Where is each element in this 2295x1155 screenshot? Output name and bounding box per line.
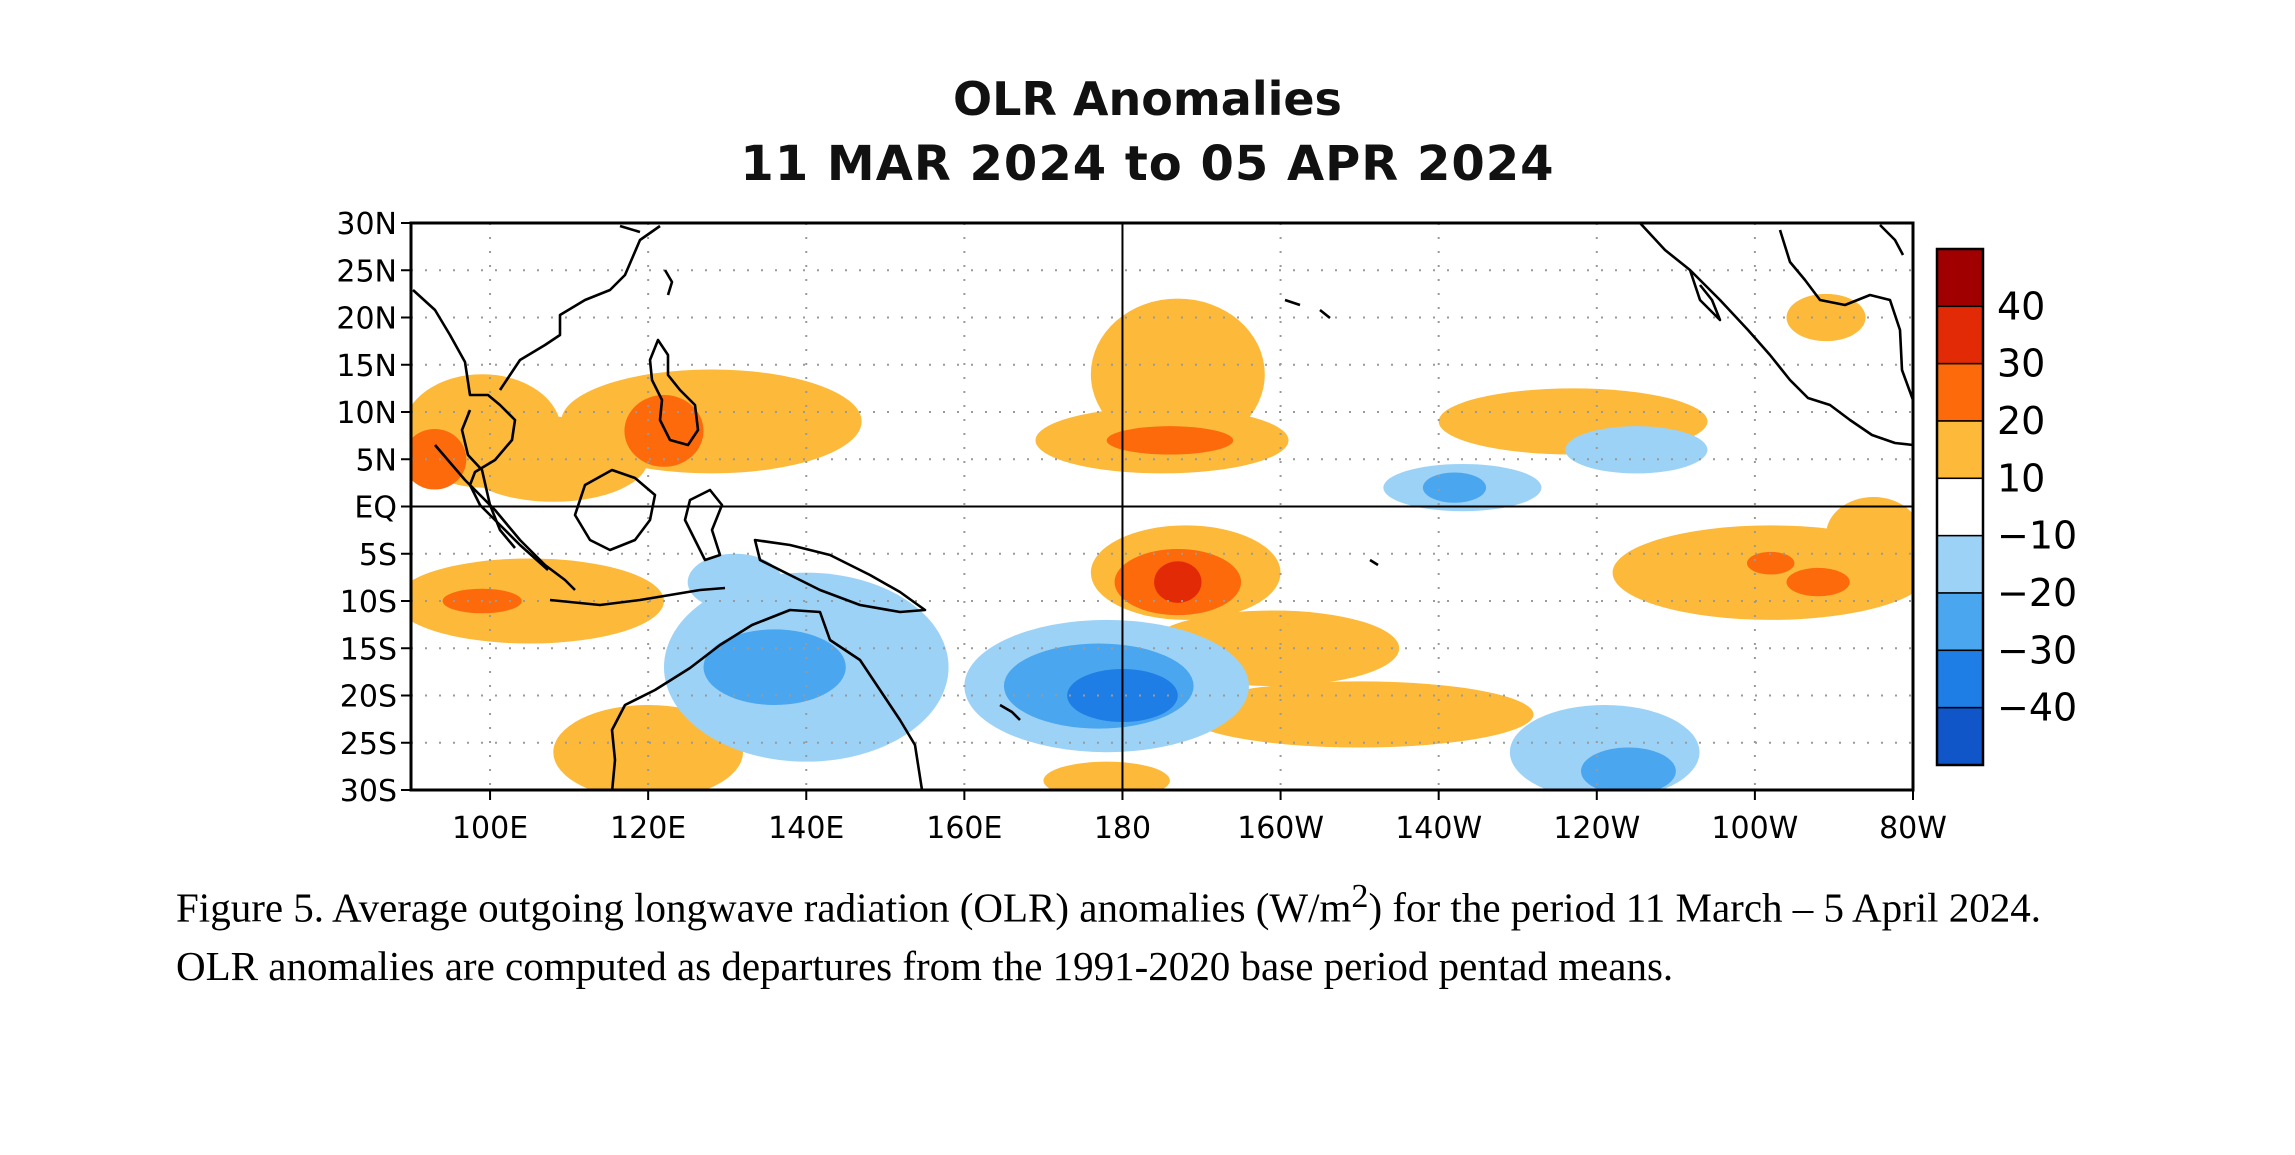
y-tick-label: EQ — [354, 491, 397, 526]
anomaly-fields — [411, 223, 1913, 790]
legend-tick-label: 20 — [1997, 399, 2045, 443]
x-tick-label: 140W — [1395, 811, 1482, 846]
negative-anomaly-20 — [1580, 747, 1676, 790]
coastline-philippines — [648, 338, 700, 447]
x-tick-label: 120W — [1553, 811, 1640, 846]
coastline-baja-california — [1688, 269, 1722, 322]
positive-anomaly-10 — [1826, 497, 1913, 573]
caption-text-part1: Figure 5. Average outgoing longwave radi… — [176, 884, 1352, 931]
legend-tick-label: 30 — [1997, 342, 2045, 386]
y-tick-label: 5N — [355, 443, 397, 478]
x-tick-label: 80W — [1879, 811, 1947, 846]
coastline-malay-peninsula — [460, 409, 516, 549]
coastline-japan-south — [619, 224, 641, 234]
positive-anomaly-20 — [1106, 426, 1234, 455]
negative-anomaly-20 — [703, 629, 846, 705]
legend-swatch — [1936, 248, 1984, 308]
positive-anomaly-10 — [1185, 681, 1534, 748]
y-tick-label: 20S — [340, 680, 397, 715]
y-tick-label: 30S — [340, 774, 397, 809]
negative-anomaly-20 — [1422, 472, 1487, 503]
negative-anomaly-10 — [687, 553, 783, 611]
legend-swatch — [1936, 420, 1984, 480]
x-tick-label: 100E — [452, 811, 528, 846]
caption-superscript: 2 — [1351, 878, 1369, 915]
legend-swatch — [1936, 477, 1984, 537]
legend-tick-label: −30 — [1997, 628, 2077, 672]
coastline-sumatra — [434, 444, 576, 591]
negative-anomaly-10 — [1565, 426, 1708, 474]
positive-anomaly-20 — [624, 394, 704, 467]
coastline-gulf-florida — [1879, 224, 1905, 256]
y-tick-label: 15S — [340, 632, 397, 667]
color-legend: 40 30 20 10 −10 −20 −30 −40 — [1935, 247, 2077, 767]
positive-anomaly-20 — [1786, 567, 1850, 597]
legend-tick-label: −20 — [1997, 571, 2077, 615]
coastline-java — [549, 586, 726, 607]
legend-tick-label: 40 — [1997, 284, 2045, 328]
y-tick-label: 5S — [359, 538, 397, 573]
coastline-southeast-asia — [412, 289, 549, 571]
x-tick-label: 140E — [768, 811, 844, 846]
coastline-china — [498, 224, 661, 391]
olr-anomaly-map: 100E 120E 140E 160E 180 160W 140W 120W 100W 80W 30… — [336, 207, 2077, 846]
coastline-taiwan — [663, 269, 674, 296]
positive-anomaly-10 — [1043, 761, 1170, 790]
y-tick-label: 25S — [340, 727, 397, 762]
x-tick-label: 160E — [926, 811, 1002, 846]
legend-tick-label: −10 — [1997, 514, 2077, 558]
positive-anomaly-10 — [458, 416, 649, 502]
y-tick-label: 30N — [336, 207, 397, 242]
x-tick-label: 120E — [610, 811, 686, 846]
legend-swatch — [1936, 534, 1984, 594]
legend-tick-label: −40 — [1997, 686, 2077, 730]
chart-title: OLR Anomalies — [953, 72, 1342, 126]
legend-swatch — [1936, 706, 1984, 766]
legend-swatch — [1936, 649, 1984, 709]
legend-frame — [1935, 247, 1985, 767]
x-tick-label: 160W — [1237, 811, 1324, 846]
x-tick-label: 100W — [1711, 811, 1798, 846]
legend-swatch — [1936, 362, 1984, 422]
coastline-new-zealand — [999, 703, 1021, 721]
positive-anomaly-20 — [1746, 551, 1795, 575]
coastline-australia — [610, 608, 924, 790]
positive-anomaly-20 — [411, 429, 467, 490]
coastline-new-guinea — [753, 538, 927, 614]
axis-labels: 100E 120E 140E 160E 180 160W 140W 120W 100W 80W 30… — [336, 207, 1947, 846]
figure-caption: Figure 5. Average outgoing longwave radi… — [176, 868, 2136, 995]
y-tick-label: 20N — [336, 302, 397, 337]
coastline-sulawesi — [683, 488, 724, 562]
y-tick-label: 15N — [336, 349, 397, 384]
positive-anomaly-30 — [1154, 561, 1202, 603]
coastline-borneo — [573, 468, 657, 552]
chart-subtitle-date-range: 11 MAR 2024 to 05 APR 2024 — [740, 136, 1555, 192]
legend-tick-label: 10 — [1997, 456, 2045, 500]
y-tick-label: 25N — [336, 254, 397, 289]
y-tick-label: 10S — [340, 585, 397, 620]
coastline-pacific-islands — [1284, 298, 1379, 567]
coastlines — [412, 223, 1913, 790]
coastline-mexico-east — [1778, 229, 1913, 401]
legend-swatch — [1936, 305, 1984, 365]
legend-swatch — [1936, 592, 1984, 652]
caption-text-part2: ) for the period 11 March – 5 April 2024… — [176, 884, 2062, 989]
x-tick-label: 180 — [1094, 811, 1151, 846]
y-tick-label: 10N — [336, 396, 397, 431]
